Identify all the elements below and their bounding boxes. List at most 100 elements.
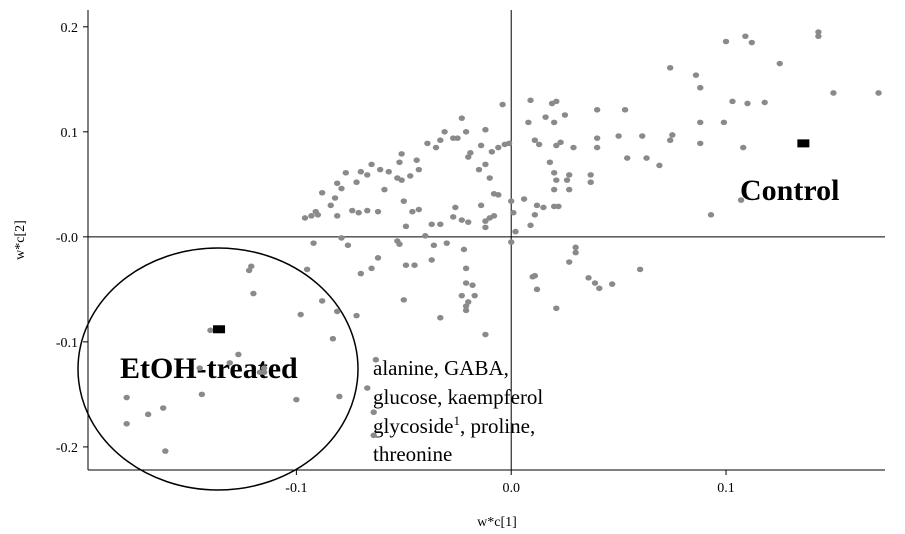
point bbox=[437, 137, 444, 144]
point bbox=[430, 242, 438, 249]
point bbox=[499, 101, 506, 108]
point bbox=[471, 292, 478, 299]
point bbox=[748, 39, 756, 46]
point bbox=[462, 129, 470, 135]
point bbox=[422, 232, 429, 239]
point bbox=[740, 144, 747, 151]
point bbox=[349, 207, 356, 214]
point bbox=[666, 137, 674, 144]
group-ellipse bbox=[77, 247, 359, 491]
point bbox=[462, 303, 470, 309]
x-tick-label: 0.0 bbox=[502, 481, 520, 496]
point bbox=[561, 112, 569, 118]
point bbox=[656, 162, 663, 169]
point bbox=[495, 144, 502, 151]
point bbox=[303, 266, 311, 273]
point bbox=[744, 100, 751, 107]
point bbox=[374, 208, 382, 215]
point bbox=[469, 282, 476, 288]
point bbox=[639, 133, 646, 139]
point bbox=[385, 168, 392, 175]
point bbox=[643, 155, 650, 161]
point bbox=[443, 240, 450, 246]
y-tick-label: -0.0 bbox=[56, 231, 78, 246]
point bbox=[159, 405, 167, 411]
point bbox=[776, 60, 783, 67]
point bbox=[875, 90, 882, 96]
point bbox=[437, 221, 444, 228]
point bbox=[531, 137, 539, 144]
point bbox=[394, 238, 401, 244]
point bbox=[593, 144, 601, 151]
point bbox=[357, 270, 365, 277]
point bbox=[557, 139, 564, 146]
point bbox=[364, 385, 371, 391]
point bbox=[572, 249, 579, 256]
point bbox=[415, 166, 423, 173]
point bbox=[482, 126, 489, 133]
point bbox=[533, 286, 541, 293]
point bbox=[308, 213, 315, 219]
point bbox=[742, 33, 749, 40]
point bbox=[398, 177, 405, 183]
point bbox=[533, 202, 541, 209]
point bbox=[624, 155, 631, 161]
point bbox=[520, 196, 528, 202]
point bbox=[566, 259, 573, 265]
point bbox=[333, 308, 341, 315]
point bbox=[636, 266, 644, 273]
point bbox=[372, 356, 380, 363]
point bbox=[482, 331, 489, 338]
point bbox=[297, 311, 304, 318]
point bbox=[318, 298, 326, 304]
point bbox=[475, 166, 483, 173]
point bbox=[525, 119, 532, 126]
point bbox=[546, 159, 554, 166]
point bbox=[376, 166, 384, 173]
annotation: EtOH-treated bbox=[120, 352, 298, 385]
point bbox=[368, 265, 375, 272]
point bbox=[331, 195, 339, 201]
point bbox=[338, 235, 345, 241]
point bbox=[374, 255, 382, 261]
annotation: Control bbox=[740, 174, 839, 207]
point bbox=[402, 262, 410, 269]
y-axis-label: w*c[2] bbox=[13, 220, 28, 260]
point bbox=[424, 140, 431, 147]
y-tick-label: 0.1 bbox=[61, 126, 79, 141]
point bbox=[555, 203, 562, 210]
note-line: alanine, GABA, bbox=[373, 356, 509, 380]
point bbox=[490, 213, 498, 219]
point bbox=[729, 98, 736, 105]
point bbox=[477, 202, 485, 209]
point bbox=[318, 189, 326, 196]
score-marker bbox=[797, 139, 810, 148]
point bbox=[437, 314, 444, 321]
point bbox=[260, 365, 268, 371]
point bbox=[329, 335, 337, 342]
point bbox=[381, 186, 388, 193]
x-tick-label: 0.1 bbox=[717, 481, 735, 496]
point bbox=[477, 142, 485, 149]
point bbox=[553, 142, 560, 149]
point bbox=[413, 157, 420, 163]
point bbox=[364, 172, 371, 178]
point bbox=[123, 420, 130, 427]
point bbox=[245, 267, 253, 274]
point bbox=[428, 257, 435, 263]
note-text: glycoside bbox=[373, 414, 453, 438]
point bbox=[336, 393, 343, 400]
footnote-mark: 1 bbox=[453, 413, 460, 428]
point bbox=[123, 394, 130, 401]
point bbox=[486, 175, 493, 181]
point bbox=[462, 280, 470, 286]
point bbox=[669, 132, 676, 138]
point bbox=[720, 119, 728, 126]
point bbox=[248, 263, 255, 270]
point bbox=[333, 213, 341, 219]
point bbox=[198, 391, 206, 398]
point bbox=[697, 119, 704, 126]
point bbox=[432, 144, 440, 151]
point bbox=[550, 186, 558, 193]
point bbox=[692, 72, 700, 78]
